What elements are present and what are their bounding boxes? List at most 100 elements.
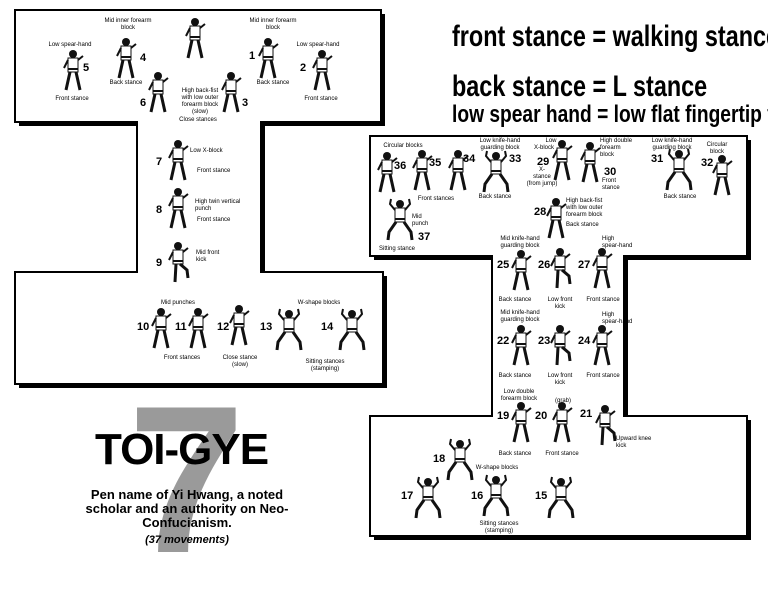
martial-artist-figure: [552, 140, 573, 181]
movement-number: 35: [429, 157, 442, 169]
movement-number: 37: [418, 231, 431, 243]
martial-artist-figure: [168, 140, 189, 181]
movement-number: 7: [156, 156, 163, 168]
label-mid-front-kick: Mid front kick: [196, 250, 220, 263]
movement-number: 4: [140, 52, 147, 64]
martial-artist-figure: [446, 438, 474, 481]
movement-count: (37 movements): [145, 534, 229, 546]
movement-number: 8: [156, 204, 163, 216]
martial-artist-figure: [552, 402, 573, 443]
martial-artist-figure: [712, 155, 733, 196]
left-panel: [14, 9, 384, 385]
label-mid-inner-forearm-block: Mid inner forearm block: [249, 18, 297, 31]
martial-artist-figure: [546, 198, 567, 239]
movement-number: 2: [300, 62, 307, 74]
label-w-shape-blocks: W-shape blocks: [475, 465, 519, 471]
martial-artist-figure: [168, 242, 190, 283]
martial-artist-figure: [482, 474, 510, 517]
label-low-front-kick: Low front kick: [547, 373, 573, 386]
movement-number: 19: [497, 410, 510, 422]
label-back-stance: Back stance: [478, 194, 512, 200]
label-x-stance-from-jump: X- stance (from jump): [526, 167, 558, 187]
label-front-stance: Front stance: [197, 217, 231, 223]
label-front-stance: Front stance: [586, 373, 620, 379]
label-high-twin-vertical-punch: High twin vertical punch: [195, 199, 241, 212]
movement-number: 15: [535, 490, 548, 502]
pattern-diagram: [14, 9, 751, 540]
martial-artist-figure: [547, 476, 575, 519]
label-front-stances: Front stances: [163, 355, 201, 361]
martial-artist-figure: [482, 150, 510, 193]
martial-artist-figure: [386, 198, 414, 241]
label-w-shape-blocks: W-shape blocks: [297, 300, 341, 306]
label-low: Low: [545, 138, 557, 144]
label-circular-blocks: Circular blocks: [383, 143, 423, 149]
label-high-spear-hand: High spear-hand: [602, 312, 633, 325]
label-sitting-stances-stamping: Sitting stances (stamping): [305, 359, 345, 372]
label-mid-knife-hand-guarding-block: Mid knife-hand guarding block: [500, 236, 540, 249]
martial-artist-figure: [414, 476, 442, 519]
movement-number: 24: [578, 335, 591, 347]
pattern-title: TOI-GYE: [95, 425, 269, 474]
movement-number: 13: [260, 321, 273, 333]
heading-front-stance: front stance = walking stance: [452, 20, 768, 53]
label-front-stance: Front stance: [586, 297, 620, 303]
martial-artist-figure: [580, 142, 601, 183]
label-circular-block: Circular block: [706, 142, 728, 155]
label-low-knife-hand-guarding-block: Low knife-hand guarding block: [651, 138, 693, 151]
movement-number: 36: [394, 160, 407, 172]
martial-artist-figure: [168, 188, 189, 229]
label-back-stance: Back stance: [498, 451, 532, 457]
label-sitting-stance: Sitting stance: [378, 246, 416, 252]
movement-number: 3: [242, 97, 249, 109]
label-grab: (grab): [554, 398, 571, 404]
martial-artist-figure: [665, 148, 693, 191]
label-back-stance: Back stance: [566, 222, 599, 228]
label-x-block: X-block: [533, 145, 554, 151]
label-front-stance: Front stance: [197, 168, 231, 174]
martial-artist-figure: [448, 150, 469, 191]
movement-number: 34: [463, 153, 476, 165]
label-mid-punch: Mid punch: [412, 214, 429, 227]
movement-number: 18: [433, 453, 446, 465]
martial-artist-figure: [312, 50, 333, 91]
martial-artist-figure: [185, 18, 206, 59]
label-back-stance: Back stance: [256, 80, 290, 86]
martial-artist-figure: [63, 50, 84, 91]
movement-number: 23: [538, 335, 551, 347]
martial-artist-figure: [338, 308, 366, 351]
label-front-stance: Front stance: [545, 451, 579, 457]
movement-number: 10: [137, 321, 150, 333]
label-back-stance: Back stance: [663, 194, 697, 200]
movement-number: 26: [538, 259, 551, 271]
movement-number: 28: [534, 206, 547, 218]
pattern-description: Pen name of Yi Hwang, a noted scholar an…: [85, 487, 289, 530]
martial-artist-figure: [511, 402, 532, 443]
label-upward-knee-kick: Upward knee kick: [616, 436, 652, 449]
martial-artist-figure: [148, 72, 169, 113]
movement-number: 6: [140, 97, 147, 109]
movement-number: 33: [509, 153, 522, 165]
movement-number: 1: [249, 50, 256, 62]
label-high-back-fist: High back-fist with low outer forearm bl…: [181, 88, 219, 115]
movement-number: 29: [537, 156, 550, 168]
label-mid-inner-forearm-block: Mid inner forearm block: [104, 18, 152, 31]
martial-artist-figure: [511, 250, 532, 291]
label-low-front-kick: Low front kick: [547, 297, 573, 310]
martial-artist-figure: [592, 325, 613, 366]
martial-artist-figure: [151, 308, 172, 349]
movement-number: 12: [217, 321, 230, 333]
label-close-stances: Close stances: [179, 117, 217, 123]
label-back-stance: Back stance: [498, 373, 532, 379]
label-mid-punches: Mid punches: [160, 300, 196, 306]
martial-artist-figure: [275, 308, 303, 351]
label-low-spear-hand: Low spear-hand: [48, 42, 92, 48]
movement-number: 9: [156, 257, 163, 269]
movement-number: 22: [497, 335, 510, 347]
heading-back-stance: back stance = L stance: [452, 70, 708, 103]
label-low-double-forearm-block: Low double forearm block: [500, 389, 538, 402]
movement-number: 21: [580, 408, 593, 420]
label-front-stance: Front stance: [602, 178, 620, 191]
martial-artist-figure: [116, 38, 137, 79]
martial-artist-figure: [377, 152, 398, 193]
